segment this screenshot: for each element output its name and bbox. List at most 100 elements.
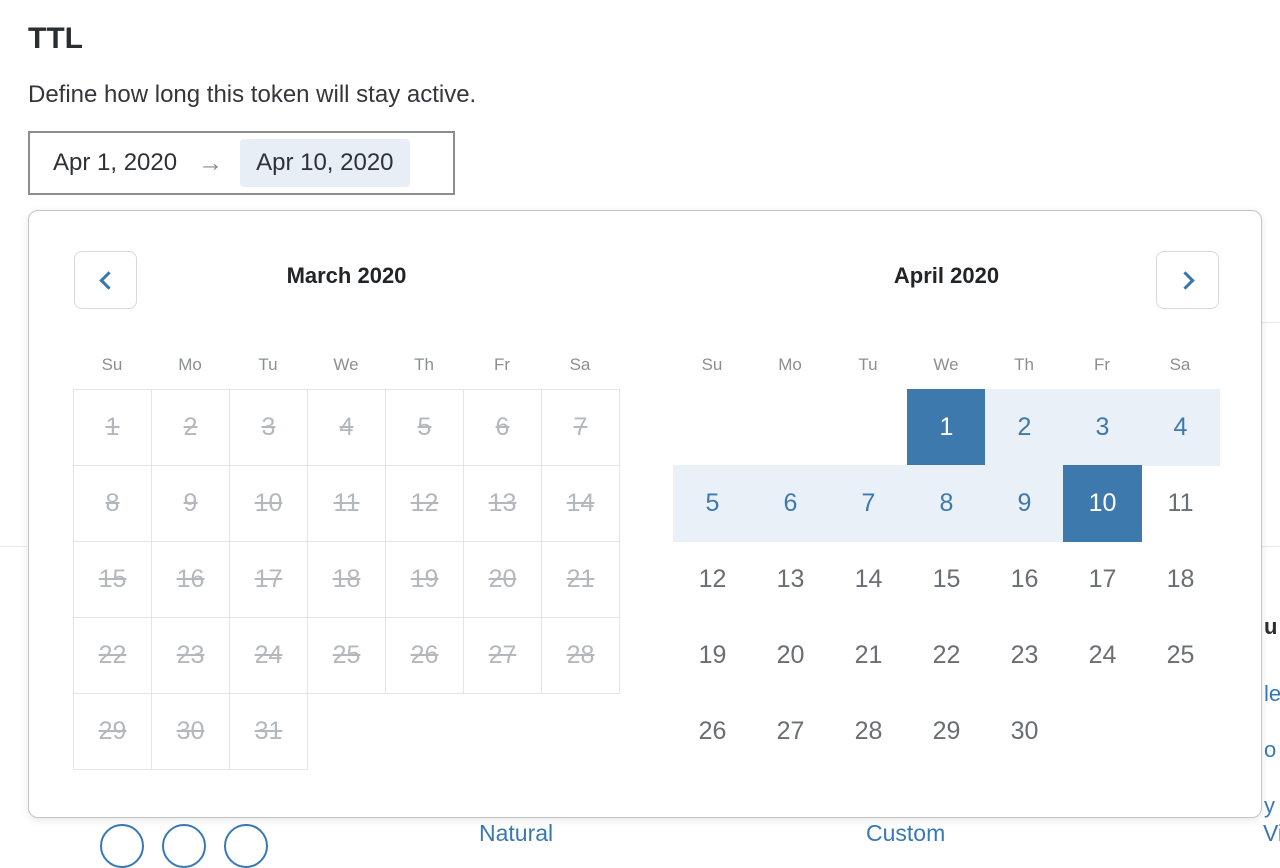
calendar-day-april-15[interactable]: 15 — [932, 565, 961, 593]
calendar-day-march-12: 12 — [385, 465, 464, 542]
calendar-day-march-18: 18 — [307, 541, 386, 618]
calendar-day-march-29: 29 — [73, 693, 152, 770]
calendar-day-april-19[interactable]: 19 — [698, 641, 727, 669]
calendar-day-april-22[interactable]: 22 — [932, 641, 961, 669]
background-link-fragment[interactable]: Natural — [479, 820, 554, 846]
calendar-day-march-27: 27 — [463, 617, 542, 694]
calendar-day-april-27[interactable]: 27 — [776, 717, 805, 745]
calendar-day-march-24: 24 — [229, 617, 308, 694]
calendar-day-march-7: 7 — [541, 389, 620, 466]
calendar-day-april-4[interactable]: 4 — [1141, 389, 1220, 466]
calendar-day-empty — [463, 693, 542, 770]
weekday-label: Su — [701, 355, 723, 374]
calendar-day-april-28[interactable]: 28 — [854, 717, 883, 745]
calendar-day-march-14: 14 — [541, 465, 620, 542]
calendar-day-march-10: 10 — [229, 465, 308, 542]
calendar-day-april-7[interactable]: 7 — [829, 465, 908, 542]
weekday-label: Fr — [493, 355, 511, 374]
background-link-fragment[interactable]: o — [1264, 737, 1277, 762]
stepper-circle-button[interactable] — [224, 824, 268, 868]
divider-line — [1262, 322, 1280, 323]
calendar-day-april-24[interactable]: 24 — [1088, 641, 1117, 669]
calendar-day-march-1: 1 — [73, 389, 152, 466]
weekday-label: Mo — [178, 355, 202, 374]
calendar-day-april-10[interactable]: 10 — [1063, 465, 1142, 542]
calendar-day-march-30: 30 — [151, 693, 230, 770]
calendar-day-april-2[interactable]: 2 — [985, 389, 1064, 466]
weekday-label: Tu — [858, 355, 878, 374]
calendar-day-march-17: 17 — [229, 541, 308, 618]
weekday-label: Tu — [258, 355, 278, 374]
arrow-right-icon: → — [198, 148, 224, 177]
day-grid: 1 2 3 4 5 6 7 8 9 10 11 12 13 14 15 16 17 18 19 20 21 22 23 24 2… — [73, 389, 620, 770]
calendar-day-april-3[interactable]: 3 — [1063, 389, 1142, 466]
calendar-day-april-17[interactable]: 17 — [1088, 565, 1117, 593]
date-range-input[interactable]: Apr 1, 2020 → Apr 10, 2020 — [28, 131, 455, 195]
month-title: March 2020 — [286, 263, 407, 288]
calendar-day-april-20[interactable]: 20 — [776, 641, 805, 669]
calendar-day-april-6[interactable]: 6 — [751, 465, 830, 542]
background-link-fragment[interactable]: Vi — [1263, 820, 1280, 846]
weekday-label: Th — [1014, 355, 1034, 374]
calendar-day-march-8: 8 — [73, 465, 152, 542]
calendar-day-march-22: 22 — [73, 617, 152, 694]
day-grid: 1 2 3 4 5 6 7 8 9 10 11 12 13 14 15 16 17 18 19 20 21 22 23 24 2… — [673, 389, 1220, 769]
weekday-label: Su — [101, 355, 123, 374]
calendar-day-april-30[interactable]: 30 — [1010, 717, 1039, 745]
calendar-day-empty — [1141, 693, 1220, 770]
calendar-day-april-5[interactable]: 5 — [673, 465, 752, 542]
calendar-day-april-11[interactable]: 11 — [1167, 489, 1194, 517]
end-date-value[interactable]: Apr 10, 2020 — [240, 139, 410, 187]
background-link-fragment[interactable]: Custom — [866, 820, 946, 846]
calendar-day-april-18[interactable]: 18 — [1166, 565, 1195, 593]
calendar-day-empty — [829, 389, 908, 466]
calendar-day-march-3: 3 — [229, 389, 308, 466]
weekday-label: Sa — [569, 355, 591, 374]
background-heading-fragment: u — [1264, 614, 1278, 639]
calendar-day-march-16: 16 — [151, 541, 230, 618]
calendar-day-march-26: 26 — [385, 617, 464, 694]
weekday-row: Su Mo Tu We Th Fr Sa — [73, 355, 620, 375]
calendar-day-april-12[interactable]: 12 — [698, 565, 727, 593]
calendar-day-march-11: 11 — [307, 465, 386, 542]
calendar-day-april-13[interactable]: 13 — [776, 565, 805, 593]
calendar-day-april-21[interactable]: 21 — [854, 641, 883, 669]
calendar-day-march-25: 25 — [307, 617, 386, 694]
calendar-day-march-15: 15 — [73, 541, 152, 618]
calendar-day-april-23[interactable]: 23 — [1010, 641, 1039, 669]
calendar-day-march-20: 20 — [463, 541, 542, 618]
month-panel-march: March 2020 Su Mo Tu We Th Fr Sa 1 2 3 4 5 6 7 8 9 10 11 1… — [73, 211, 620, 771]
previous-month-button[interactable] — [74, 251, 137, 309]
calendar-day-april-29[interactable]: 29 — [932, 717, 961, 745]
page-description: Define how long this token will stay act… — [28, 81, 477, 108]
calendar-day-march-5: 5 — [385, 389, 464, 466]
calendar-day-april-14[interactable]: 14 — [854, 565, 883, 593]
calendar-day-empty — [307, 693, 386, 770]
calendar-day-april-1[interactable]: 1 — [907, 389, 986, 466]
calendar-day-april-9[interactable]: 9 — [985, 465, 1064, 542]
calendar-day-march-13: 13 — [463, 465, 542, 542]
background-link-fragment[interactable]: y — [1264, 793, 1275, 818]
divider-line — [1262, 546, 1280, 547]
divider-line — [0, 546, 27, 547]
next-month-button[interactable] — [1156, 251, 1219, 309]
background-link-fragment[interactable]: le — [1264, 681, 1280, 706]
stepper-circle-button[interactable] — [100, 824, 144, 868]
calendar-day-april-16[interactable]: 16 — [1010, 565, 1039, 593]
stepper-circle-button[interactable] — [162, 824, 206, 868]
calendar-day-march-19: 19 — [385, 541, 464, 618]
weekday-label: We — [933, 355, 959, 374]
calendar-day-march-23: 23 — [151, 617, 230, 694]
calendar-day-march-4: 4 — [307, 389, 386, 466]
start-date-value[interactable]: Apr 1, 2020 — [53, 149, 178, 176]
calendar-day-march-6: 6 — [463, 389, 542, 466]
calendar-day-april-25[interactable]: 25 — [1166, 641, 1195, 669]
weekday-row: Su Mo Tu We Th Fr Sa — [673, 355, 1220, 375]
calendar-day-march-28: 28 — [541, 617, 620, 694]
weekday-label: Fr — [1093, 355, 1111, 374]
calendar-day-april-26[interactable]: 26 — [698, 717, 727, 745]
calendar-day-empty — [1063, 693, 1142, 770]
weekday-label: Sa — [1169, 355, 1191, 374]
calendar-day-april-8[interactable]: 8 — [907, 465, 986, 542]
calendar-day-march-31: 31 — [229, 693, 308, 770]
